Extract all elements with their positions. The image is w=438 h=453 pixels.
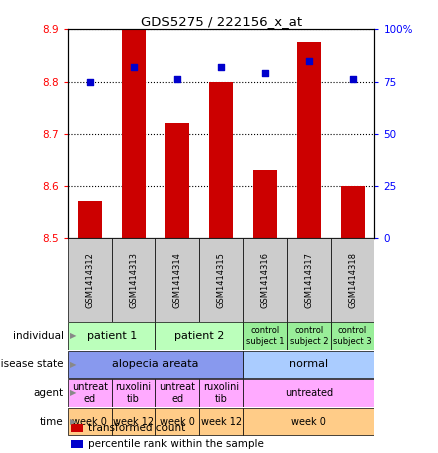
Text: control
subject 2: control subject 2 (290, 326, 328, 346)
Text: ruxolini
tib: ruxolini tib (116, 382, 152, 404)
Text: ▶: ▶ (70, 332, 77, 340)
Text: normal: normal (289, 359, 328, 370)
Point (261, 70, 268, 77)
Point (305, 57, 312, 64)
Bar (199, 238, 243, 322)
Bar (331, 238, 374, 322)
Text: GSM1414315: GSM1414315 (217, 252, 226, 308)
Text: ▶: ▶ (70, 389, 77, 397)
Text: individual: individual (13, 331, 64, 341)
Text: patient 2: patient 2 (174, 331, 225, 341)
Bar (243, 379, 374, 407)
Bar (122, 29, 145, 238)
Text: percentile rank within the sample: percentile rank within the sample (88, 439, 264, 449)
Bar (243, 408, 374, 435)
Point (218, 63, 225, 71)
Bar (243, 322, 287, 350)
Bar (68, 351, 243, 378)
Text: agent: agent (33, 388, 64, 398)
Point (349, 76, 356, 83)
Bar (112, 379, 155, 407)
Text: week 0: week 0 (291, 416, 326, 427)
Text: control
subject 3: control subject 3 (333, 326, 372, 346)
Text: GSM1414316: GSM1414316 (261, 252, 269, 308)
Point (86, 78, 93, 85)
Text: ruxolini
tib: ruxolini tib (203, 382, 239, 404)
Bar (155, 408, 199, 435)
Bar (112, 408, 155, 435)
Text: GSM1414313: GSM1414313 (129, 252, 138, 308)
Text: GSM1414312: GSM1414312 (85, 252, 94, 308)
Text: week 12: week 12 (113, 416, 154, 427)
Text: ▶: ▶ (70, 360, 77, 369)
Bar (71, 440, 83, 448)
Text: alopecia areata: alopecia areata (112, 359, 199, 370)
Bar (243, 238, 287, 322)
Text: GSM1414314: GSM1414314 (173, 252, 182, 308)
Bar (112, 238, 155, 322)
Bar (155, 322, 243, 350)
Bar (155, 238, 199, 322)
Text: ▶: ▶ (70, 417, 77, 426)
Text: week 0: week 0 (72, 416, 107, 427)
Bar (68, 379, 112, 407)
Text: time: time (40, 416, 64, 427)
Bar (287, 322, 331, 350)
Bar (78, 202, 102, 238)
Text: transformed count: transformed count (88, 423, 185, 433)
Bar (243, 351, 374, 378)
Text: control
subject 1: control subject 1 (246, 326, 284, 346)
Bar (331, 322, 374, 350)
Text: GSM1414318: GSM1414318 (348, 252, 357, 308)
Text: week 12: week 12 (201, 416, 242, 427)
Point (174, 76, 181, 83)
Title: GDS5275 / 222156_x_at: GDS5275 / 222156_x_at (141, 15, 302, 28)
Text: untreat
ed: untreat ed (159, 382, 195, 404)
Bar (68, 322, 155, 350)
Text: week 0: week 0 (160, 416, 195, 427)
Bar (253, 170, 277, 238)
Bar (287, 238, 331, 322)
Text: disease state: disease state (0, 359, 64, 370)
Text: patient 1: patient 1 (87, 331, 137, 341)
Bar (71, 424, 83, 432)
Bar (209, 82, 233, 238)
Text: GSM1414317: GSM1414317 (304, 252, 313, 308)
Bar (297, 43, 321, 238)
Bar (341, 186, 364, 238)
Bar (155, 379, 199, 407)
Bar (199, 379, 243, 407)
Text: untreat
ed: untreat ed (72, 382, 108, 404)
Bar (68, 408, 112, 435)
Bar (68, 238, 112, 322)
Point (130, 63, 137, 71)
Text: untreated: untreated (285, 388, 333, 398)
Bar (199, 408, 243, 435)
Bar (166, 123, 190, 238)
